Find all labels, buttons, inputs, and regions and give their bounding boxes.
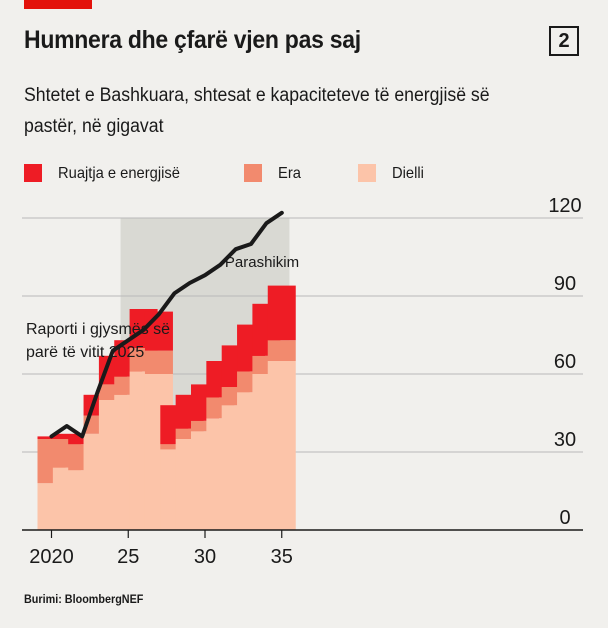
legend-label-wind: Era [278, 165, 301, 182]
legend-swatch-solar [358, 164, 376, 182]
bar-storage-2021 [52, 433, 81, 439]
bar-storage-2035 [267, 285, 296, 341]
bar-solar-2035 [267, 361, 296, 530]
bar-storage-2022 [68, 436, 97, 445]
source-note: Burimi: BloombergNEF [24, 592, 144, 606]
chart-subtitle: Shtetet e Bashkuara, shtesat e kapacitet… [24, 85, 490, 137]
y-tick-label-0: 0 [559, 507, 570, 529]
x-tick-label-2020: 2020 [29, 546, 74, 568]
legend-label-solar: Dielli [392, 165, 424, 182]
bar-wind-2029 [175, 428, 204, 439]
x-tick-label-2025: 25 [117, 546, 139, 568]
y-tick-label-60: 60 [554, 351, 576, 373]
bar-storage-2027 [144, 311, 173, 351]
chart-number-badge: 2 [549, 26, 579, 56]
bar-wind-2030 [191, 420, 219, 432]
x-tick-label-2030: 30 [194, 546, 216, 568]
legend-swatch-wind [244, 164, 262, 182]
bar-wind-2027 [144, 350, 173, 374]
y-tick-label-30: 30 [554, 429, 576, 451]
line-annotation-2: parë të vitit 2025 [26, 344, 144, 361]
legend-swatch-storage [24, 164, 42, 182]
legend-label-storage: Ruajtja e energjisë [58, 165, 180, 182]
bar-wind-2035 [267, 340, 296, 361]
report-line [49, 210, 284, 439]
bar-wind-2028 [160, 444, 189, 450]
forecast-label: Parashikim [225, 254, 299, 271]
chart-title: Humnera dhe çfarë vjen pas saj [24, 26, 361, 54]
x-tick-label-2035: 35 [271, 546, 293, 568]
line-annotation-1: Raporti i gjysmës së [26, 321, 170, 338]
y-tick-label-90: 90 [554, 273, 576, 295]
stacked-bar-chart: 0 30 60 90 120 2020 25 30 35 Parashikim Raporti i … [22, 195, 583, 568]
brand-red-bar [24, 0, 92, 9]
y-tick-label-120: 120 [548, 195, 581, 217]
